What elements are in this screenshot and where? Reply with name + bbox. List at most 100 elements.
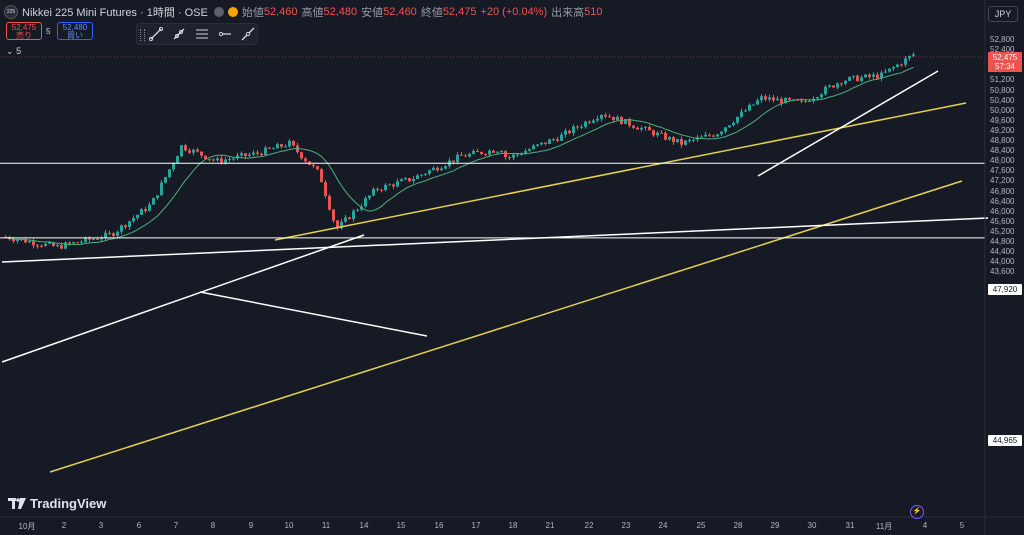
indicators-toggle[interactable]: ⌄ 5 — [6, 46, 21, 57]
recent-support-trendline — [757, 70, 939, 177]
candle-body — [416, 175, 419, 179]
candle-body — [912, 54, 915, 56]
brand-name: TradingView — [30, 496, 107, 511]
candle-body — [224, 159, 227, 163]
candle-body — [816, 97, 819, 99]
candle-body — [780, 98, 783, 104]
candle-body — [504, 151, 507, 158]
spread-value: 5 — [46, 27, 51, 36]
candle-body — [860, 77, 863, 82]
sell-button[interactable]: 52,475 売り — [6, 22, 42, 40]
price-tick-label: 45,200 — [990, 226, 1015, 236]
candle-body — [316, 166, 319, 170]
drawing-toolbar[interactable] — [136, 23, 258, 45]
candle-body — [840, 83, 843, 85]
time-tick-label: 3 — [98, 521, 104, 530]
candle-body — [280, 144, 283, 147]
candle-body — [648, 126, 651, 131]
candle-body — [292, 140, 295, 146]
last-price-label: 52,475 57:34 — [988, 52, 1022, 72]
candle-body — [820, 94, 823, 98]
parallel-channel-tool-icon[interactable] — [195, 27, 209, 41]
time-tick-label: 30 — [807, 521, 817, 530]
candle-body — [148, 204, 151, 211]
lightning-icon[interactable]: ⚡ — [910, 505, 924, 519]
candle-body — [92, 238, 95, 240]
candle-body — [32, 241, 35, 246]
candle-body — [196, 149, 199, 152]
candle-body — [152, 198, 155, 205]
candle-body — [212, 159, 215, 161]
candle-body — [248, 154, 251, 157]
candle-body — [12, 239, 15, 242]
candle-body — [508, 157, 511, 159]
candle-body — [48, 242, 51, 244]
chevron-down-icon: ⌄ — [6, 46, 14, 56]
candle-body — [516, 154, 519, 156]
time-tick-label: 4 — [922, 521, 928, 530]
candle-body — [568, 130, 571, 134]
candle-body — [112, 233, 115, 237]
ray-tool-icon[interactable] — [172, 27, 186, 41]
indicators-count: 5 — [16, 46, 22, 56]
candle-body — [584, 121, 587, 127]
time-tick-label: 11 — [321, 521, 331, 530]
tradingview-logo: TradingView — [8, 496, 106, 511]
candle-body — [164, 177, 167, 183]
candle-body — [380, 189, 383, 191]
candle-body — [880, 72, 883, 79]
candle-body — [244, 153, 247, 157]
candle-body — [396, 181, 399, 187]
candle-body — [404, 178, 407, 180]
currency-selector[interactable]: JPY — [988, 6, 1018, 22]
drawn-trendlines[interactable] — [0, 56, 989, 473]
time-tick-label: 9 — [248, 521, 254, 530]
time-tick-label: 8 — [210, 521, 216, 530]
candle-body — [632, 125, 635, 128]
candle-body — [368, 195, 371, 199]
symbol-title[interactable]: Nikkei 225 Mini Futures · 1時間 · OSE — [22, 7, 208, 19]
candle-body — [716, 134, 719, 137]
drag-handle-icon[interactable] — [140, 29, 145, 41]
trendline-tool-icon[interactable] — [149, 27, 163, 41]
candle-body — [888, 68, 891, 72]
candle-body — [256, 152, 259, 154]
time-tick-label: 28 — [733, 521, 743, 530]
price-tick-label: 46,000 — [990, 206, 1015, 216]
candle-body — [652, 130, 655, 136]
price-tick-label: 49,200 — [990, 125, 1015, 135]
candle-body — [496, 151, 499, 153]
change-value: +20 (+0.04%) — [480, 6, 548, 18]
horizontal-ray-tool-icon[interactable] — [218, 27, 232, 41]
candle-body — [104, 232, 107, 239]
candle-body — [684, 140, 687, 145]
candle-body — [84, 237, 87, 242]
hline-label-lower: 44,965 — [988, 435, 1022, 446]
candle-body — [540, 142, 543, 145]
sell-price: 52,475 — [11, 23, 37, 32]
candle-body — [156, 195, 159, 199]
candle-body — [536, 144, 539, 146]
candle-body — [188, 150, 191, 153]
candle-body — [688, 139, 691, 141]
candle-body — [208, 159, 211, 161]
candle-body — [60, 245, 63, 249]
time-tick-label: 17 — [471, 521, 481, 530]
market-status-icon[interactable] — [213, 7, 224, 17]
candle-body — [240, 153, 243, 156]
candle-body — [644, 126, 647, 128]
candle-body — [572, 126, 575, 134]
candle-body — [332, 209, 335, 221]
delayed-data-icon[interactable] — [227, 7, 238, 17]
ascending-support-trendline — [49, 180, 963, 473]
candle-body — [276, 144, 279, 149]
candle-body — [752, 104, 755, 106]
candle-body — [600, 114, 603, 119]
price-tick-label: 50,800 — [990, 85, 1015, 95]
descending-trendline — [199, 291, 428, 337]
candle-body — [344, 217, 347, 222]
extended-line-tool-icon[interactable] — [241, 27, 255, 41]
candle-body — [668, 137, 671, 140]
buy-button[interactable]: 52,480 買い — [57, 22, 93, 40]
